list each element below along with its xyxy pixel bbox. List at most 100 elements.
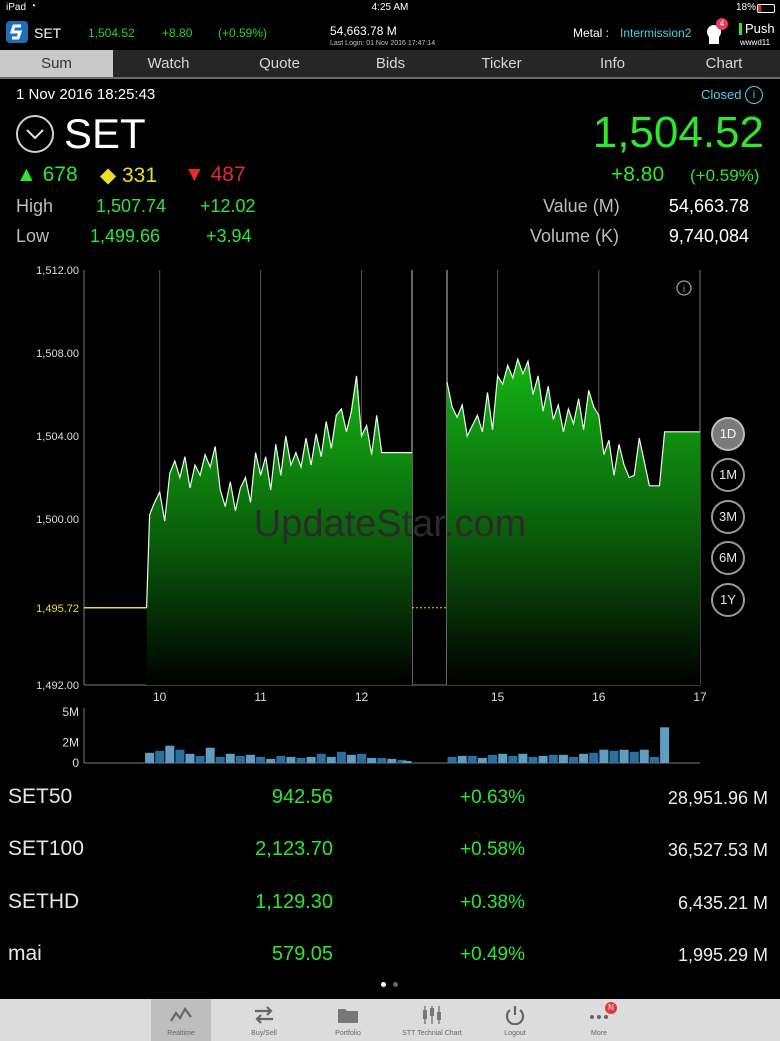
toolbar-logout[interactable]: Logout <box>485 999 545 1041</box>
page-dot-active[interactable] <box>381 982 386 987</box>
volume-bar <box>660 727 670 763</box>
x-tick-label: 10 <box>153 690 167 704</box>
toolbar-portfolio[interactable]: Portfolio <box>318 999 378 1041</box>
index-row-change: +0.58% <box>460 839 525 860</box>
volume-bar <box>558 754 568 763</box>
toolbar-label: Realtime <box>167 1030 195 1037</box>
toolbar-more[interactable]: N More <box>569 999 629 1041</box>
high-value: 1,507.74 <box>96 196 167 216</box>
volume-bar <box>336 751 346 763</box>
info-icon[interactable]: i <box>745 86 763 104</box>
volume-bar <box>326 756 336 763</box>
range-1d-button[interactable]: 1D <box>711 417 745 451</box>
power-icon <box>505 1006 525 1025</box>
unchanged: ◆ 331 <box>100 164 158 187</box>
volume-bar <box>367 757 377 763</box>
user-name: wwwd11 <box>740 38 771 47</box>
index-row-set50[interactable]: SET50 942.56 +0.63% 28,951.96 M <box>0 785 780 837</box>
declines-count: 487 <box>210 163 246 186</box>
device-label: iPad <box>6 2 27 13</box>
toolbar-technical-chart[interactable]: STT Technial Chart <box>402 999 462 1041</box>
volume-bar <box>276 755 286 763</box>
range-1y-button[interactable]: 1Y <box>711 583 745 617</box>
toolbar-label: Buy/Sell <box>251 1030 277 1037</box>
toolbar-realtime[interactable]: Realtime <box>151 999 211 1041</box>
tab-chart[interactable]: Chart <box>705 55 743 72</box>
ticker-price: 1,504.52 <box>88 26 135 40</box>
index-row-change: +0.38% <box>460 892 525 913</box>
index-row-sethd[interactable]: SETHD 1,129.30 +0.38% 6,435.21 M <box>0 890 780 942</box>
x-tick-label: 16 <box>592 690 606 704</box>
volume-bar <box>589 752 599 763</box>
afternoon-session-area <box>447 359 700 685</box>
volume-tick-label: 0 <box>72 756 79 770</box>
x-tick-label: 17 <box>693 690 707 704</box>
page-dot[interactable] <box>393 982 398 987</box>
index-last: 1,504.52 <box>592 108 764 157</box>
tab-ticker[interactable]: Ticker <box>481 55 522 72</box>
tab-quote[interactable]: Quote <box>259 55 300 72</box>
metal-value[interactable]: Intermission2 <box>620 26 692 40</box>
unchanged-count: 331 <box>121 164 158 187</box>
index-row-mai[interactable]: mai 579.05 +0.49% 1,995.29 M <box>0 942 780 994</box>
tab-info[interactable]: Info <box>599 55 626 72</box>
volume-bar <box>457 755 467 763</box>
tab-bids[interactable]: Bids <box>375 55 406 72</box>
intraday-chart[interactable]: 10 11 12 15 16 17 1,512.00 1,508.00 1,504.00 1,50… <box>0 258 780 770</box>
volume-bar <box>629 751 639 763</box>
app-logo-icon <box>6 21 28 43</box>
volume-bar <box>155 750 165 763</box>
y-tick-label: 1,500.00 <box>36 514 79 526</box>
toolbar-label: More <box>591 1030 607 1037</box>
volume-bar <box>377 757 387 763</box>
wifi-icon: ◔ <box>30 1 37 12</box>
volume-bar <box>256 756 266 763</box>
range-6m-button[interactable]: 6M <box>711 541 745 575</box>
volume-bar <box>215 756 225 763</box>
volume-bar <box>447 756 457 763</box>
low-value: 1,499.66 <box>90 226 161 246</box>
volume-bar <box>165 745 175 763</box>
declines: ▼ 487 <box>184 163 246 186</box>
y-tick-label: 1,508.00 <box>36 348 79 360</box>
high-label: High <box>16 196 54 216</box>
volume-bar <box>205 747 215 763</box>
last-login: Last Login: 01 Nov 2016 17:47:14 <box>330 40 436 47</box>
index-dropdown-button[interactable] <box>16 115 54 153</box>
x-tick-label: 12 <box>355 690 369 704</box>
ticker-percent: (+0.59%) <box>218 26 268 40</box>
x-tick-label: 15 <box>491 690 505 704</box>
index-row-set100[interactable]: SET100 2,123.70 +0.58% 36,527.53 M <box>0 837 780 889</box>
ticker-strip: SET 1,504.52 +8.80 (+0.59%) 54,663.78 M … <box>0 16 780 50</box>
volume-bar <box>397 759 407 763</box>
advances-count: 678 <box>42 163 78 186</box>
bottom-toolbar: Realtime Buy/Sell Portfolio STT Technial… <box>0 999 780 1041</box>
battery-percent: 18% <box>736 2 757 13</box>
push-indicator-icon <box>739 23 742 35</box>
metal-label: Metal : <box>573 26 610 40</box>
volume-bar <box>569 756 578 763</box>
toolbar-label: Logout <box>504 1030 526 1037</box>
range-3m-button[interactable]: 3M <box>711 500 745 534</box>
notification-button[interactable]: 4 <box>703 18 729 46</box>
low-change: +3.94 <box>206 226 252 246</box>
chart-info-icon[interactable]: i <box>676 280 692 296</box>
push-label: Push <box>745 21 775 36</box>
volume-bar <box>518 753 528 763</box>
more-badge: N <box>605 1002 617 1014</box>
tab-sum[interactable]: Sum <box>0 50 113 77</box>
volume-bar <box>316 753 326 763</box>
ticker-symbol[interactable]: SET <box>34 25 62 41</box>
market-status: Closed <box>701 87 742 102</box>
high-change: +12.02 <box>200 196 256 216</box>
index-row-volume: 6,435.21 M <box>677 893 768 913</box>
index-row-volume: 1,995.29 M <box>677 945 768 965</box>
range-1m-button[interactable]: 1M <box>711 458 745 492</box>
low-label: Low <box>16 226 50 246</box>
index-change: +8.80 <box>611 163 665 186</box>
toolbar-buy-sell[interactable]: Buy/Sell <box>234 999 294 1041</box>
volume-bar <box>599 749 609 763</box>
candlestick-icon <box>423 1006 441 1024</box>
tab-watch[interactable]: Watch <box>147 55 190 72</box>
more-icon <box>590 1015 608 1019</box>
